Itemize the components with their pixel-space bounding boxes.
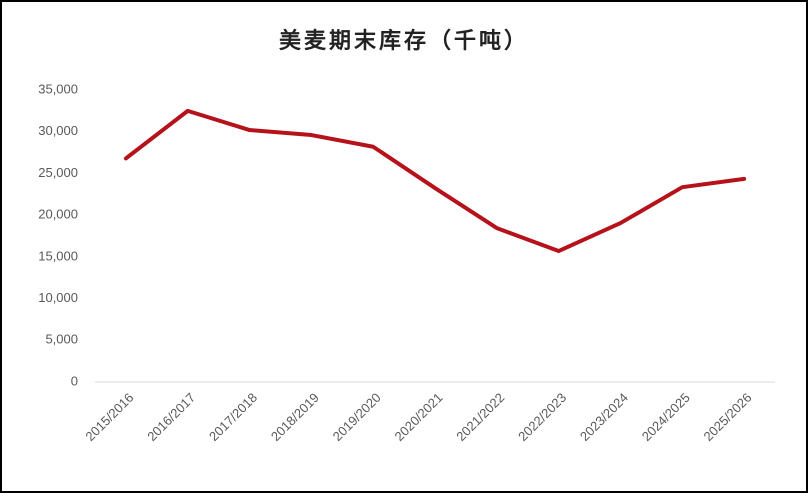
line-series (123, 108, 747, 254)
y-tick-label: 5,000 (45, 332, 78, 347)
y-tick-label: 10,000 (38, 290, 78, 305)
y-tick-label: 0 (71, 373, 78, 388)
y-tick-label: 30,000 (38, 123, 78, 138)
y-tick-label: 25,000 (38, 165, 78, 180)
y-tick-label: 15,000 (38, 248, 78, 263)
y-tick-label: 20,000 (38, 207, 78, 222)
y-tick-label: 35,000 (38, 81, 78, 96)
chart-title: 美麦期末库存（千吨） (279, 28, 529, 54)
